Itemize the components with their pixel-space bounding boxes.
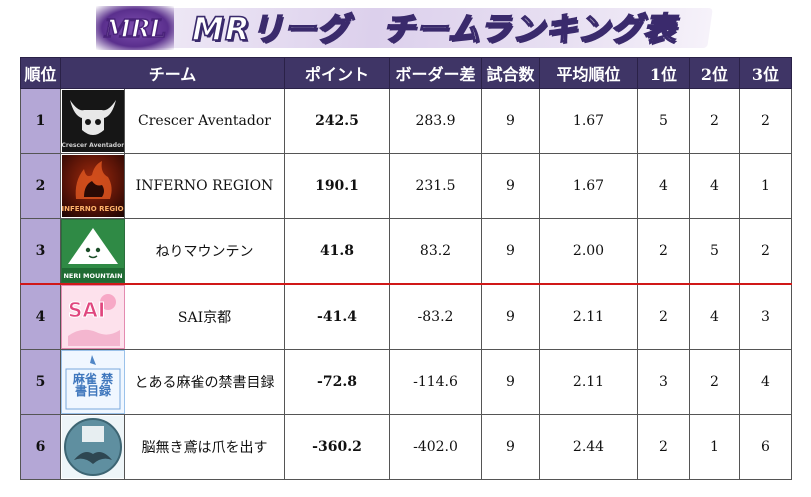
col-first: 1位	[637, 57, 690, 89]
games: 9	[481, 283, 540, 350]
team-name: ねりマウンテン	[124, 218, 285, 285]
team-name: とある麻雀の禁書目録	[124, 349, 285, 415]
points: 242.5	[284, 88, 390, 154]
border-diff: -83.2	[389, 283, 482, 350]
table-row: 5 麻雀 禁書目録 とある麻雀の禁書目録 -72.8 -114.6 9 2.11…	[20, 349, 792, 415]
first-count: 3	[637, 349, 690, 415]
first-count: 2	[637, 218, 690, 285]
logo-caption: SAI	[67, 298, 106, 322]
border-diff: 83.2	[389, 218, 482, 285]
second-count: 4	[689, 153, 740, 219]
table-row: 4 SAI SAI京都 -41.4 -83.2 9 2.11 2 4 3	[20, 283, 792, 350]
rank-cell: 2	[20, 153, 61, 219]
title-banner: MRL MRリーグ チームランキング表	[0, 0, 811, 57]
games: 9	[481, 153, 540, 219]
ranking-table: 順位 チーム ポイント ボーダー差 試合数 平均順位 1位 2位 3位 1	[20, 57, 792, 480]
avg-rank: 2.44	[539, 414, 638, 480]
avg-rank: 1.67	[539, 88, 638, 154]
points: -360.2	[284, 414, 390, 480]
page-title: MRリーグ チームランキング表	[191, 9, 676, 49]
team-name: SAI京都	[124, 283, 285, 350]
border-diff: -402.0	[389, 414, 482, 480]
second-count: 4	[689, 283, 740, 350]
points: -41.4	[284, 283, 390, 350]
avg-rank: 2.00	[539, 218, 638, 285]
col-points: ポイント	[284, 57, 390, 89]
first-count: 5	[637, 88, 690, 154]
table-row: 6 脳無き鳶は爪を出す -360.2 -402.0 9 2.44 2 1 6	[20, 414, 792, 480]
mahjong-index-logo-icon: 麻雀 禁書目録	[61, 350, 125, 414]
points: -72.8	[284, 349, 390, 415]
hawk-emblem-logo-icon	[61, 416, 124, 478]
border-diff: 231.5	[389, 153, 482, 219]
avg-rank: 1.67	[539, 153, 638, 219]
third-count: 2	[739, 218, 792, 285]
col-team: チーム	[60, 57, 285, 89]
rank-cell: 1	[20, 88, 61, 154]
avg-rank: 2.11	[539, 349, 638, 415]
col-games: 試合数	[481, 57, 540, 89]
sai-kyoto-logo-icon: SAI	[61, 285, 125, 349]
mountain-face-logo-icon: NERI MOUNTAIN	[61, 219, 125, 283]
first-count: 2	[637, 414, 690, 480]
col-second: 2位	[689, 57, 740, 89]
league-logo: MRL	[96, 6, 174, 50]
flame-demon-logo-icon: INFERNO REGION	[61, 155, 124, 217]
col-border-diff: ボーダー差	[389, 57, 482, 89]
rank-cell: 5	[20, 349, 61, 415]
games: 9	[481, 88, 540, 154]
header-row: 順位 チーム ポイント ボーダー差 試合数 平均順位 1位 2位 3位	[20, 57, 792, 89]
first-count: 2	[637, 283, 690, 350]
table-row: 2 INFERNO REGION INFERNO REGION 190.1 23…	[20, 153, 792, 219]
team-name: Crescer Aventador	[124, 88, 285, 154]
col-rank: 順位	[20, 57, 61, 89]
second-count: 5	[689, 218, 740, 285]
avg-rank: 2.11	[539, 283, 638, 350]
logo-caption: Crescer Aventador	[61, 142, 124, 149]
third-count: 4	[739, 349, 792, 415]
bull-skull-logo-icon: Crescer Aventador	[61, 90, 124, 152]
border-diff: 283.9	[389, 88, 482, 154]
third-count: 2	[739, 88, 792, 154]
col-third: 3位	[739, 57, 792, 89]
rank-cell: 3	[20, 218, 61, 285]
table-row: 1 Crescer Aventador Crescer Aventador 24…	[20, 88, 792, 154]
border-diff: -114.6	[389, 349, 482, 415]
third-count: 6	[739, 414, 792, 480]
second-count: 2	[689, 349, 740, 415]
rank-cell: 4	[20, 283, 61, 350]
table-row: 3 NERI MOUNTAIN ねりマウンテン 41.8 83.2	[20, 218, 792, 285]
col-avg-rank: 平均順位	[539, 57, 638, 89]
first-count: 4	[637, 153, 690, 219]
logo-caption: INFERNO REGION	[61, 205, 124, 213]
logo-caption: NERI MOUNTAIN	[63, 271, 123, 280]
team-name: 脳無き鳶は爪を出す	[124, 414, 285, 480]
logo-caption: 麻雀 禁書目録	[72, 372, 114, 398]
rank-cell: 6	[20, 414, 61, 480]
points: 41.8	[284, 218, 390, 285]
team-name: INFERNO REGION	[124, 153, 285, 219]
games: 9	[481, 218, 540, 285]
games: 9	[481, 414, 540, 480]
games: 9	[481, 349, 540, 415]
third-count: 1	[739, 153, 792, 219]
points: 190.1	[284, 153, 390, 219]
second-count: 2	[689, 88, 740, 154]
second-count: 1	[689, 414, 740, 480]
third-count: 3	[739, 283, 792, 350]
